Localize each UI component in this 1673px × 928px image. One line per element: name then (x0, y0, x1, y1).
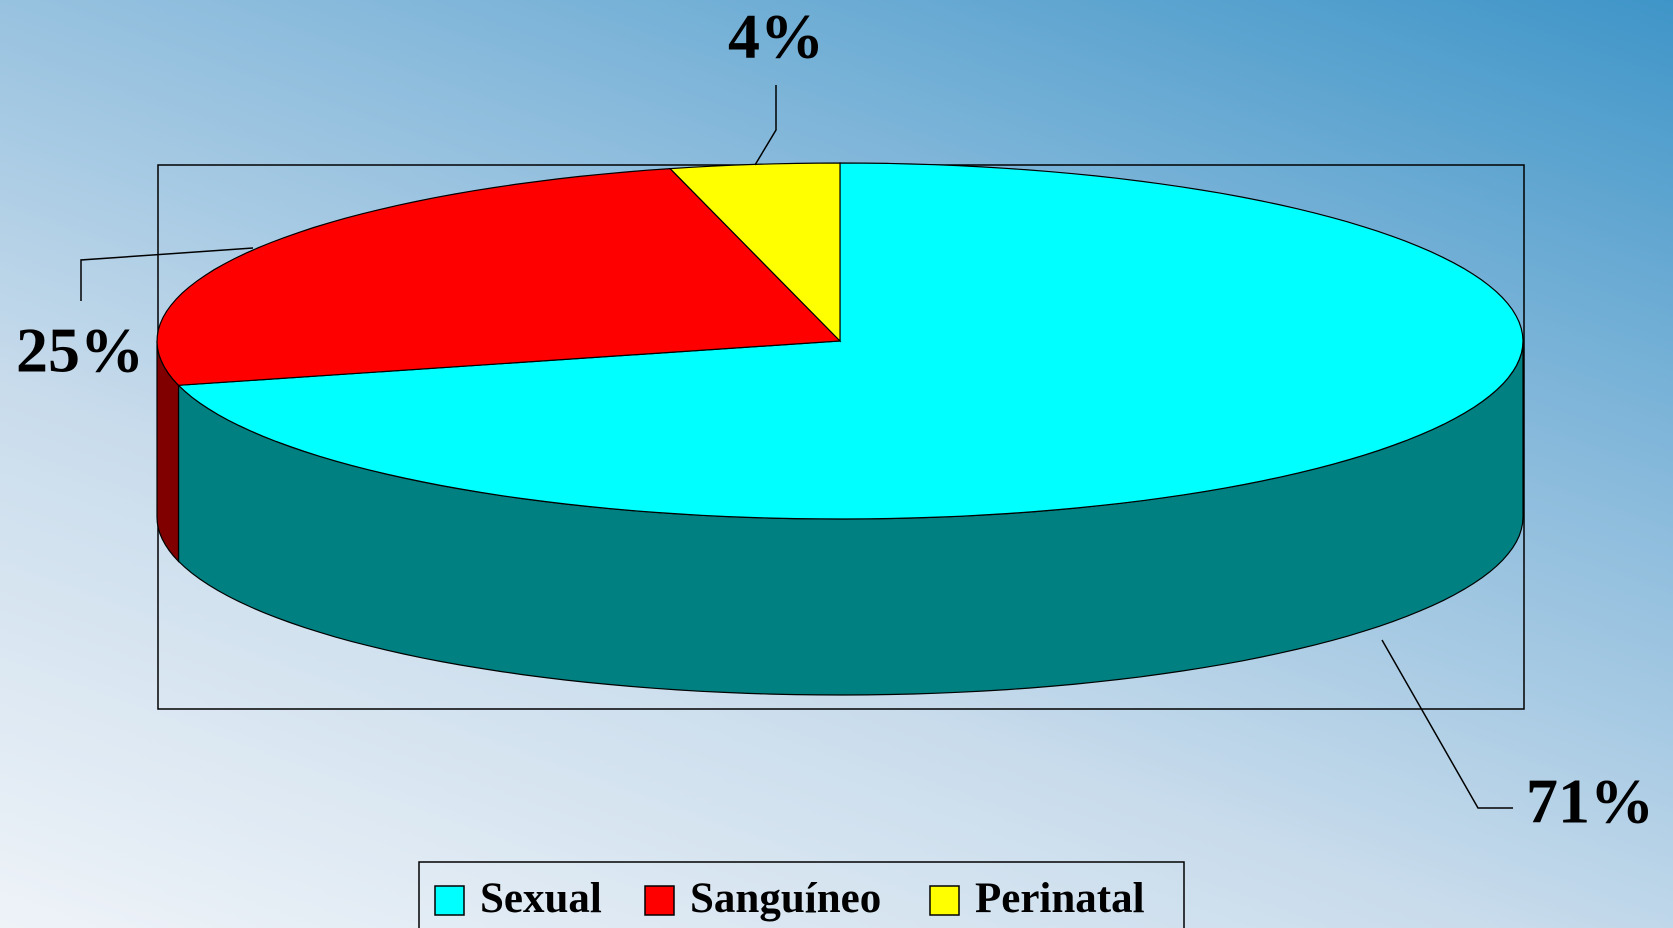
legend-label: Perinatal (975, 875, 1145, 922)
slice (668, 162, 841, 343)
slice (156, 167, 842, 386)
leader-line (754, 85, 777, 166)
data-label: 71% (1526, 766, 1654, 837)
legend-label: Sanguíneo (690, 875, 881, 922)
data-label: 25% (16, 315, 144, 386)
legend-swatch (644, 885, 675, 916)
leader-line (80, 247, 254, 301)
pie (156, 162, 1524, 696)
legend-swatch (434, 885, 465, 916)
leader-line (1381, 639, 1513, 809)
legend-swatch (929, 885, 960, 916)
slice (177, 162, 1524, 520)
legend-frame (418, 861, 1185, 928)
data-label: 4% (728, 1, 824, 72)
legend-label: Sexual (480, 875, 602, 922)
